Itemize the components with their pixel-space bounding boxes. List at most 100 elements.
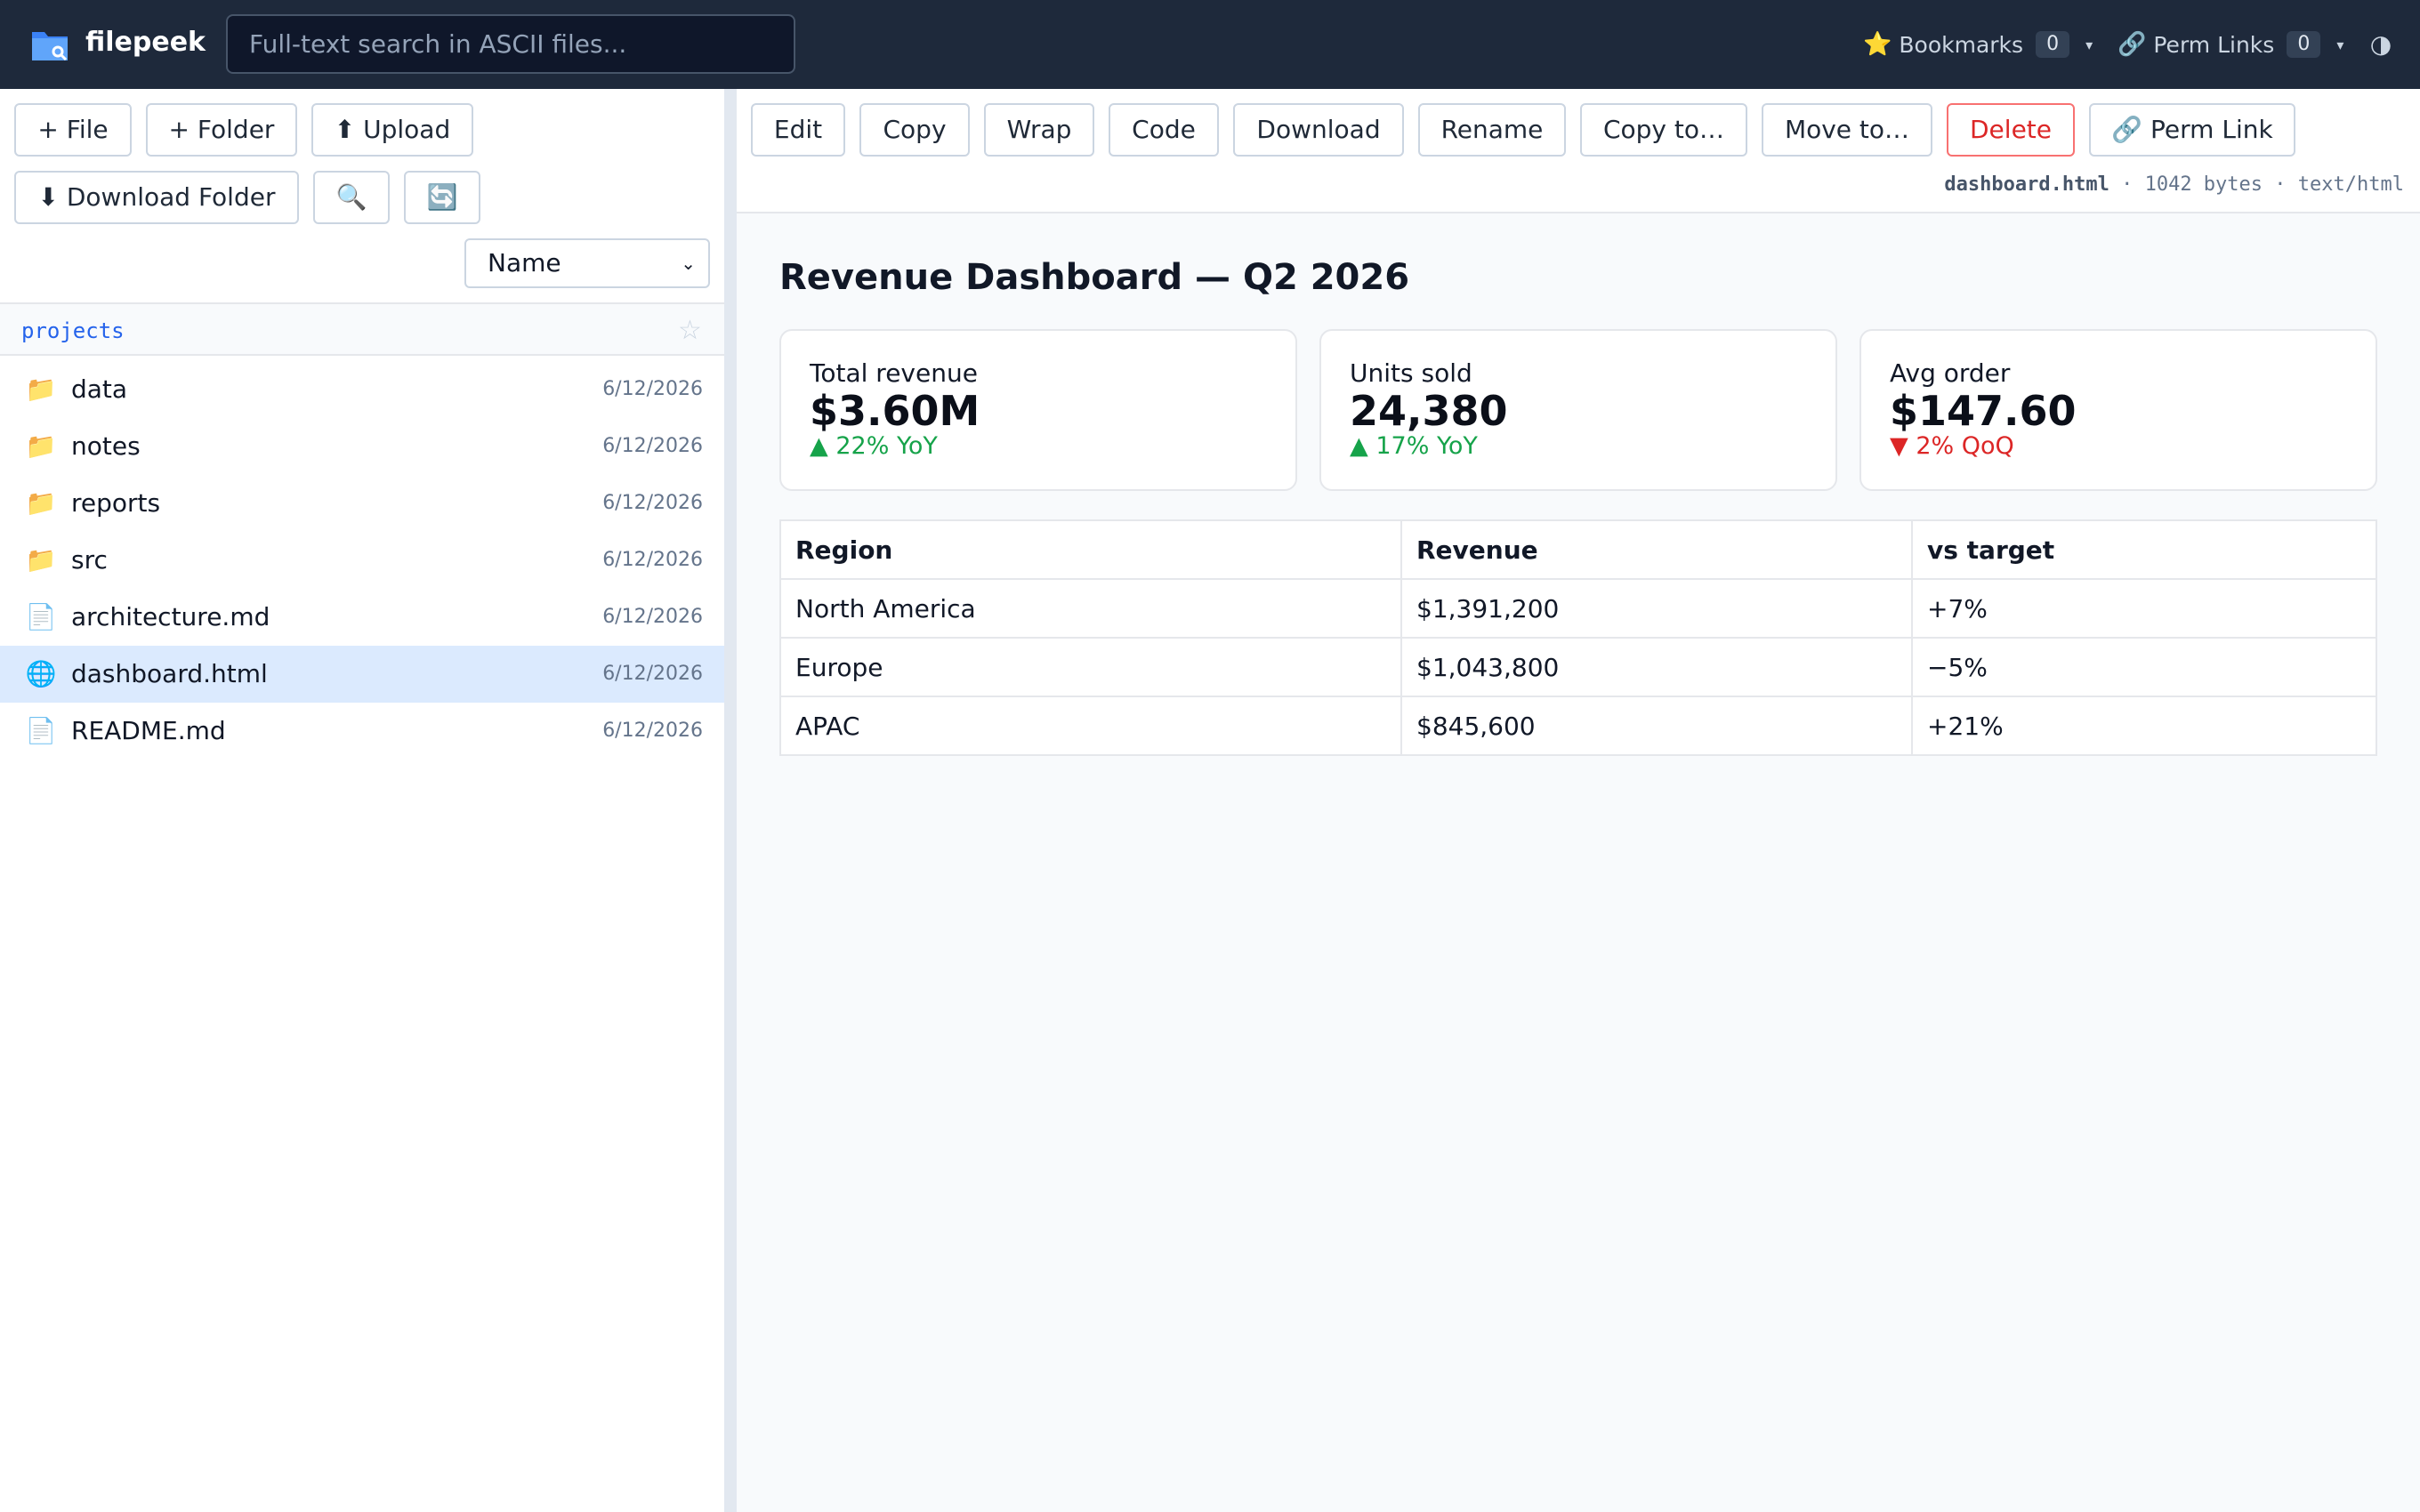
column-header-revenue: Revenue (1400, 519, 1913, 580)
column-header-region: Region (779, 519, 1402, 580)
file-date: 6/12/2026 (602, 720, 703, 742)
chevron-down-icon: ▾ (2085, 36, 2093, 53)
table-cell: North America (779, 578, 1402, 639)
table-header-row: Region Revenue vs target (779, 519, 2377, 580)
file-date: 6/12/2026 (602, 492, 703, 514)
perm-links-count-badge: 0 (2287, 31, 2321, 58)
breadcrumb-link-projects[interactable]: projects (21, 318, 125, 343)
file-date: 6/12/2026 (602, 549, 703, 571)
edit-button[interactable]: Edit (751, 103, 845, 157)
bookmarks-menu[interactable]: ⭐ Bookmarks 0 ▾ (1863, 27, 2093, 62)
table-cell: $1,043,800 (1400, 637, 1913, 697)
kpi-delta: ▲ 22% YoY (810, 432, 938, 460)
copy-to-button[interactable]: Copy to… (1580, 103, 1747, 157)
list-item[interactable]: 📁 reports 6/12/2026 (0, 475, 724, 532)
table-cell: $845,600 (1400, 696, 1913, 756)
theme-toggle-icon[interactable]: ◑ (2369, 29, 2392, 59)
file-meta: dashboard.html · 1042 bytes · text/html (1944, 173, 2404, 197)
search-icon[interactable]: 🔍 (313, 171, 390, 224)
file-meta-separator: · (2263, 173, 2298, 196)
rename-button[interactable]: Rename (1418, 103, 1566, 157)
kpi-card-total-revenue: Total revenue $3.60M ▲ 22% YoY (779, 329, 1297, 491)
kpi-card-units-sold: Units sold 24,380 ▲ 17% YoY (1319, 329, 1837, 491)
new-folder-button[interactable]: + Folder (146, 103, 297, 157)
preview-title: Revenue Dashboard — Q2 2026 (779, 257, 1410, 298)
file-name: data (71, 374, 128, 404)
bookmarks-label: Bookmarks (1899, 31, 2024, 58)
file-date: 6/12/2026 (602, 663, 703, 685)
kpi-delta: ▲ 17% YoY (1350, 432, 1478, 460)
kpi-label: Units sold (1350, 358, 1472, 388)
file-date: 6/12/2026 (602, 435, 703, 457)
bookmark-star-icon[interactable]: ☆ (678, 315, 702, 346)
wrap-button[interactable]: Wrap (984, 103, 1094, 157)
table-row: Europe $1,043,800 −5% (779, 637, 2377, 697)
preview-pane (737, 89, 2420, 1512)
kpi-value: $3.60M (810, 387, 980, 435)
folder-icon: 📁 (25, 545, 57, 575)
sort-selected-value: Name (488, 248, 561, 277)
file-name: src (71, 545, 108, 575)
link-icon: 🔗 (2118, 31, 2147, 58)
document-icon: 📄 (25, 716, 57, 745)
folder-search-icon (32, 32, 68, 61)
download-folder-button[interactable]: ⬇ Download Folder (14, 171, 299, 224)
folder-icon: 📁 (25, 374, 57, 404)
globe-icon: 🌐 (25, 659, 57, 688)
sort-select[interactable]: Name ⌄ (464, 238, 710, 288)
search-input[interactable] (226, 14, 795, 74)
list-item[interactable]: 📄 README.md 6/12/2026 (0, 703, 724, 760)
table-cell: −5% (1911, 637, 2377, 697)
region-revenue-table: Region Revenue vs target North America $… (779, 519, 2377, 756)
document-icon: 📄 (25, 602, 57, 631)
table-cell: $1,391,200 (1400, 578, 1913, 639)
file-meta-name: dashboard.html (1944, 173, 2109, 196)
list-item[interactable]: 📁 notes 6/12/2026 (0, 418, 724, 475)
table-cell: APAC (779, 696, 1402, 756)
kpi-label: Avg order (1890, 358, 2011, 388)
move-to-button[interactable]: Move to… (1762, 103, 1932, 157)
file-name: reports (71, 488, 161, 518)
kpi-card-avg-order: Avg order $147.60 ▼ 2% QoQ (1859, 329, 2377, 491)
perm-link-button[interactable]: 🔗 Perm Link (2089, 103, 2295, 157)
chevron-down-icon: ⌄ (681, 253, 696, 274)
new-file-button[interactable]: + File (14, 103, 132, 157)
file-name: README.md (71, 716, 226, 745)
code-button[interactable]: Code (1109, 103, 1219, 157)
table-cell: +21% (1911, 696, 2377, 756)
refresh-icon[interactable]: 🔄 (404, 171, 480, 224)
list-item[interactable]: 📁 data 6/12/2026 (0, 361, 724, 418)
breadcrumb: projects ☆ (0, 302, 724, 356)
table-cell: +7% (1911, 578, 2377, 639)
delete-button[interactable]: Delete (1947, 103, 2075, 157)
app-title: filepeek (85, 27, 206, 58)
file-meta-size: 1042 bytes (2144, 173, 2263, 196)
table-row: APAC $845,600 +21% (779, 696, 2377, 756)
top-bar: filepeek ⭐ Bookmarks 0 ▾ 🔗 Perm Links 0 … (0, 0, 2420, 89)
chevron-down-icon: ▾ (2336, 36, 2344, 53)
star-icon: ⭐ (1863, 31, 1892, 58)
file-name: notes (71, 431, 141, 461)
kpi-label: Total revenue (810, 358, 978, 388)
kpi-delta: ▼ 2% QoQ (1890, 432, 2014, 460)
folder-icon: 📁 (25, 431, 57, 461)
bookmarks-count-badge: 0 (2036, 31, 2070, 58)
list-item[interactable]: 🌐 dashboard.html 6/12/2026 (0, 646, 724, 703)
column-header-vs-target: vs target (1911, 519, 2377, 580)
copy-button[interactable]: Copy (859, 103, 970, 157)
list-item[interactable]: 📄 architecture.md 6/12/2026 (0, 589, 724, 646)
upload-button[interactable]: ⬆ Upload (311, 103, 473, 157)
list-item[interactable]: 📁 src 6/12/2026 (0, 532, 724, 589)
file-meta-mime: text/html (2297, 173, 2404, 196)
table-row: North America $1,391,200 +7% (779, 578, 2377, 639)
file-date: 6/12/2026 (602, 606, 703, 628)
kpi-value: 24,380 (1350, 387, 1508, 435)
pane-splitter-handle[interactable] (724, 89, 737, 1512)
file-meta-separator: · (2109, 173, 2145, 196)
perm-links-menu[interactable]: 🔗 Perm Links 0 ▾ (2118, 27, 2343, 62)
file-date: 6/12/2026 (602, 378, 703, 400)
download-button[interactable]: Download (1233, 103, 1404, 157)
table-cell: Europe (779, 637, 1402, 697)
perm-links-label: Perm Links (2153, 31, 2275, 58)
file-name: architecture.md (71, 602, 270, 631)
